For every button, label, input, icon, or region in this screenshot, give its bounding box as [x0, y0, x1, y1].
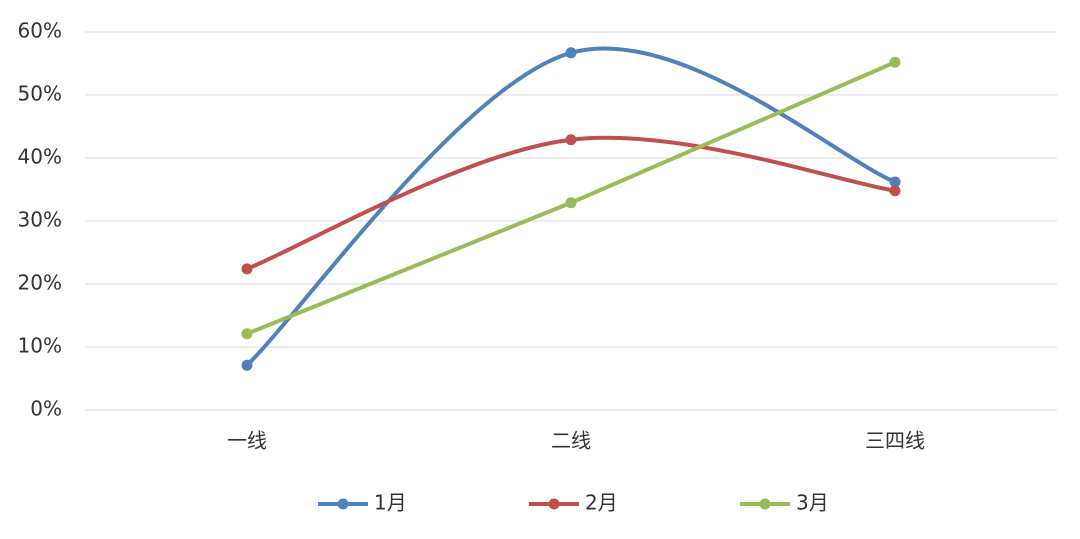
y-tick-label: 20% [18, 271, 62, 295]
y-tick-label: 50% [18, 82, 62, 106]
legend-marker [337, 498, 349, 510]
y-tick-label: 10% [18, 334, 62, 358]
point-marker [889, 176, 901, 188]
point-marker [241, 359, 253, 371]
point-marker [889, 185, 901, 197]
legend-marker [759, 498, 771, 510]
point-marker [889, 56, 901, 68]
y-tick-label: 0% [30, 397, 62, 421]
point-marker [565, 47, 577, 59]
legend-label: 1月 [374, 491, 407, 515]
point-marker [565, 134, 577, 146]
point-marker [565, 197, 577, 209]
x-tick-label: 三四线 [865, 429, 925, 453]
legend-label: 3月 [796, 491, 829, 515]
y-tick-label: 30% [18, 208, 62, 232]
x-tick-label: 二线 [551, 429, 591, 453]
point-marker [241, 263, 253, 275]
y-tick-label: 40% [18, 145, 62, 169]
x-tick-label: 一线 [227, 429, 267, 453]
y-tick-label: 60% [18, 19, 62, 43]
point-marker [241, 328, 253, 340]
legend-label: 2月 [585, 491, 618, 515]
legend-marker [548, 498, 560, 510]
